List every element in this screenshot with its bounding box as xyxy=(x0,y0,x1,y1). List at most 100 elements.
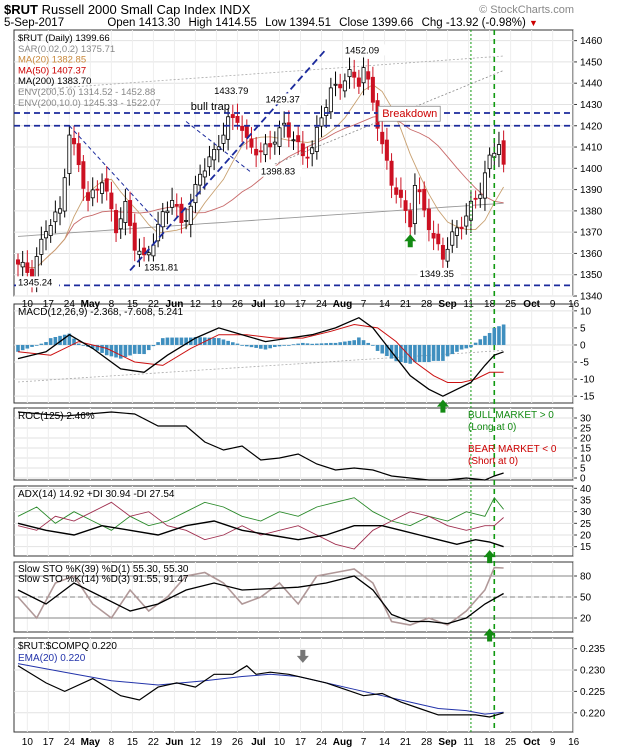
macd-histogram-bar xyxy=(132,344,137,354)
candle-body xyxy=(235,116,240,123)
y-tick-label-adx: 40 xyxy=(580,484,592,495)
x-tick-label: 24 xyxy=(64,299,76,310)
macd-histogram-bar xyxy=(408,344,413,364)
y-tick-label-ratio: 0.225 xyxy=(580,687,605,698)
price-label: 1429.37 xyxy=(265,94,299,105)
candle-body xyxy=(426,208,431,231)
candle-body xyxy=(67,134,72,174)
y-tick-label-price: 1450 xyxy=(580,57,603,68)
price-label: 1398.83 xyxy=(261,167,295,178)
macd-histogram-bar xyxy=(487,333,492,345)
candle-body xyxy=(53,211,58,223)
x-tick-label-bottom: Jul xyxy=(251,737,266,748)
macd-histogram-bar xyxy=(277,344,282,347)
envelope-upper-line xyxy=(17,55,504,92)
stoch14-line xyxy=(17,566,504,626)
macd-histogram-bar xyxy=(174,337,179,345)
x-tick-label-bottom: Jun xyxy=(166,737,184,748)
panel-frame-price xyxy=(13,29,574,297)
x-tick-label: 22 xyxy=(148,299,160,310)
macd-histogram-bar xyxy=(221,339,226,345)
watermark: © StockCharts.com xyxy=(479,4,574,16)
price-label-box xyxy=(142,261,186,273)
high-value: 1414.55 xyxy=(215,17,257,29)
y-tick-label-price: 1390 xyxy=(580,185,603,196)
x-tick-label: Sep xyxy=(438,299,456,310)
macd-histogram-bar xyxy=(230,342,235,345)
roc-line xyxy=(17,411,504,481)
macd-histogram-bar xyxy=(30,344,34,347)
candle-body xyxy=(296,135,301,143)
macd-histogram-bar xyxy=(333,342,338,345)
x-tick-label: 28 xyxy=(421,299,433,310)
macd-histogram-bar xyxy=(235,343,240,345)
symbol: $RUT xyxy=(4,2,38,17)
exchange: INDX xyxy=(219,2,251,17)
candle-body xyxy=(352,71,357,78)
price-label-box xyxy=(16,276,60,288)
bull-market-note: BULL MARKET > 0 xyxy=(468,410,554,421)
x-tick-label: 14 xyxy=(379,299,391,310)
macd-histogram-bar xyxy=(207,337,212,345)
price-label-box xyxy=(342,44,387,56)
candle-body xyxy=(249,138,254,148)
x-tick-label: 21 xyxy=(400,299,412,310)
x-tick-label-bottom: Aug xyxy=(333,737,352,748)
macd-histogram-bar xyxy=(128,344,132,356)
macd-histogram-bar xyxy=(156,342,160,345)
macd-histogram-bar xyxy=(160,338,165,345)
y-tick-label-ratio: 0.220 xyxy=(580,708,605,719)
macd-histogram-bar xyxy=(48,338,53,345)
candle-body xyxy=(193,183,198,204)
x-tick-label-bottom: 25 xyxy=(505,737,517,748)
low-label: Low xyxy=(265,17,287,29)
candle-body xyxy=(384,139,389,161)
candle-body xyxy=(501,140,506,165)
x-tick-label: 9 xyxy=(550,299,556,310)
ratio-line xyxy=(17,665,504,718)
candle-body xyxy=(170,200,175,208)
price-legend-item: MA(50) 1407.37 xyxy=(18,65,86,76)
candle-body xyxy=(86,192,91,201)
x-tick-label-bottom: 21 xyxy=(400,737,412,748)
y-tick-label-price: 1440 xyxy=(580,79,603,90)
candle-body xyxy=(431,233,436,239)
candle-body xyxy=(398,189,403,198)
macd-histogram-bar xyxy=(184,337,188,345)
y-tick-label-price: 1400 xyxy=(580,164,603,175)
macd-histogram-bar xyxy=(282,344,286,346)
candle-body xyxy=(244,126,249,138)
y-tick-label-roc: 25 xyxy=(580,424,592,435)
candle-body xyxy=(487,154,492,170)
candle-body xyxy=(104,178,109,192)
candle-body xyxy=(305,156,310,159)
macd-histogram-bar xyxy=(76,343,81,345)
macd-histogram-bar xyxy=(25,344,30,349)
x-tick-label: Jul xyxy=(251,299,266,310)
macd-histogram-bar xyxy=(259,344,263,349)
macd-histogram-bar xyxy=(343,341,347,345)
x-tick-label: Aug xyxy=(333,299,352,310)
x-tick-label-bottom: 9 xyxy=(550,737,556,748)
candle-body xyxy=(445,248,450,262)
x-tick-label: 17 xyxy=(295,299,307,310)
price-label-box xyxy=(263,93,307,105)
candle-body xyxy=(380,131,385,145)
candle-body xyxy=(263,143,268,156)
price-legend-item: MA(20) 1382.85 xyxy=(18,55,86,66)
x-tick-label-bottom: 17 xyxy=(295,737,307,748)
price-label: 1433.79 xyxy=(214,86,248,97)
macd-histogram-bar xyxy=(459,344,464,350)
chart-header-title: $RUT Russell 2000 Small Cap Index INDX xyxy=(4,2,250,17)
candle-body xyxy=(412,185,417,224)
macd-histogram-bar xyxy=(198,337,202,345)
y-tick-label-stochastics: 80 xyxy=(580,572,592,583)
macd-histogram-bar xyxy=(310,343,314,345)
candle-body xyxy=(333,83,338,86)
candle-body xyxy=(160,211,165,228)
macd-histogram-bar xyxy=(118,344,123,359)
macd-histogram-bar xyxy=(413,344,417,363)
macd-histogram-bar xyxy=(268,344,272,349)
bull-market-subnote: (Long at 0) xyxy=(468,422,516,433)
macd-histogram-bar xyxy=(375,344,380,351)
